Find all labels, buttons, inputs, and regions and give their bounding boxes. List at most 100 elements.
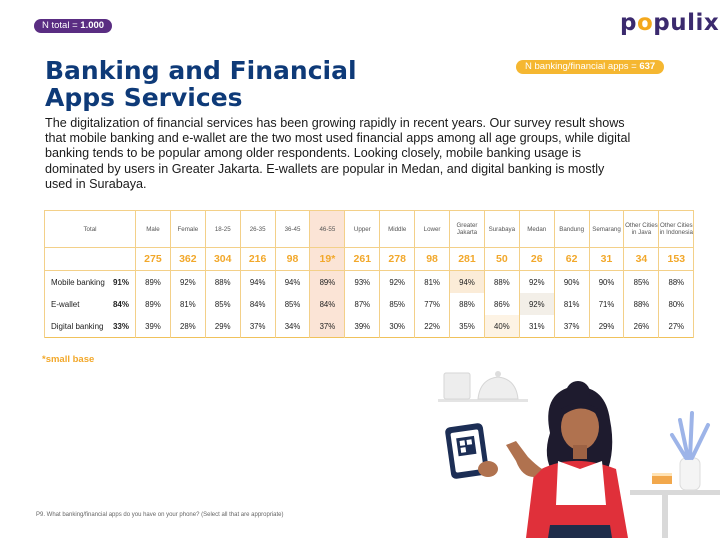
- value-cell: 29%: [588, 315, 625, 338]
- n-cell: 98: [274, 247, 311, 271]
- column-header: Medan: [518, 210, 555, 248]
- value-cell: 90%: [553, 270, 590, 293]
- cup-icon: [443, 372, 471, 400]
- value-cell: 27%: [658, 315, 695, 338]
- column-header: 26-35: [239, 210, 276, 248]
- column-header: Other Cities in Indonesia: [658, 210, 695, 248]
- column-header: 36-45: [274, 210, 311, 248]
- n-cell: 216: [239, 247, 276, 271]
- vase-icon: [679, 457, 701, 491]
- value-cell: 81%: [169, 293, 206, 315]
- value-cell: 22%: [414, 315, 451, 338]
- column-header: Other Cities in Java: [623, 210, 660, 248]
- n-cell: 50: [483, 247, 520, 271]
- n-cell: 275: [135, 247, 171, 271]
- n-cell: 281: [449, 247, 485, 271]
- value-cell: 94%: [239, 270, 276, 293]
- value-cell: 88%: [204, 270, 241, 293]
- value-cell: 30%: [379, 315, 416, 338]
- n-cell: 62: [553, 247, 590, 271]
- woman-with-phone-illustration: [438, 371, 720, 538]
- row-label: Digital banking 33%: [44, 315, 136, 338]
- table-row: Digital banking 33% 39% 28% 29% 37% 34% 3…: [44, 315, 695, 338]
- value-cell: 89%: [309, 270, 346, 293]
- column-header: Greater Jakarta: [449, 210, 485, 248]
- value-cell: 94%: [449, 270, 485, 293]
- value-cell: 37%: [553, 315, 590, 338]
- n-cell: 19*: [309, 247, 346, 271]
- value-cell: 28%: [169, 315, 206, 338]
- n-cell: 31: [588, 247, 625, 271]
- shelf: [438, 399, 528, 402]
- value-cell: 88%: [658, 270, 695, 293]
- table-row: E-wallet 84% 89% 81% 85% 84% 85% 84% 87% …: [44, 293, 695, 315]
- row-label: Mobile banking 91%: [44, 270, 136, 293]
- value-cell: 85%: [204, 293, 241, 315]
- value-cell: 88%: [449, 293, 485, 315]
- value-cell: 29%: [204, 315, 241, 338]
- n-cell: 153: [658, 247, 695, 271]
- value-cell: 37%: [309, 315, 346, 338]
- value-cell: 93%: [344, 270, 381, 293]
- value-cell: 26%: [623, 315, 660, 338]
- n-cell: 362: [169, 247, 206, 271]
- value-cell: 92%: [379, 270, 416, 293]
- n-cell: 98: [414, 247, 451, 271]
- n-cell: 304: [204, 247, 241, 271]
- value-cell: 80%: [658, 293, 695, 315]
- survey-question-footnote: P9. What banking/financial apps do you h…: [36, 512, 284, 518]
- value-cell: 89%: [135, 270, 171, 293]
- page-title: Banking and Financial Apps Services: [45, 56, 357, 112]
- value-cell: 92%: [518, 270, 555, 293]
- value-cell: 35%: [449, 315, 485, 338]
- intro-paragraph: The digitalization of financial services…: [45, 116, 631, 191]
- column-header: Total: [44, 210, 136, 248]
- value-cell: 92%: [518, 293, 555, 315]
- column-header: Upper: [344, 210, 381, 248]
- value-cell: 81%: [553, 293, 590, 315]
- value-cell: 87%: [344, 293, 381, 315]
- column-header: 18-25: [204, 210, 241, 248]
- value-cell: 39%: [135, 315, 171, 338]
- column-header: 46-55: [309, 210, 346, 248]
- value-cell: 86%: [483, 293, 520, 315]
- value-cell: 88%: [483, 270, 520, 293]
- value-cell: 88%: [623, 293, 660, 315]
- column-header: Female: [169, 210, 206, 248]
- value-cell: 84%: [239, 293, 276, 315]
- small-base-note: *small base: [42, 354, 95, 365]
- table-header-row: Total Male Female 18-25 26-35 36-45 46-5…: [44, 210, 695, 248]
- n-cell: 26: [518, 247, 555, 271]
- apps-sample-badge: N banking/financial apps = 637: [516, 60, 665, 74]
- side-table: [630, 490, 720, 495]
- value-cell: 94%: [274, 270, 311, 293]
- value-cell: 40%: [483, 315, 520, 338]
- value-cell: 84%: [309, 293, 346, 315]
- n-cell: 34: [623, 247, 660, 271]
- value-cell: 71%: [588, 293, 625, 315]
- value-cell: 77%: [414, 293, 451, 315]
- sample-size-row: 275 362 304 216 98 19* 261 278 98 281 50…: [44, 247, 695, 271]
- face: [561, 404, 599, 450]
- cake-icon: [652, 475, 672, 484]
- column-header: Male: [135, 210, 171, 248]
- populix-logo: populix: [620, 10, 720, 36]
- qr-code-icon: [456, 435, 477, 457]
- value-cell: 89%: [135, 293, 171, 315]
- value-cell: 92%: [169, 270, 206, 293]
- usage-table: Total Male Female 18-25 26-35 36-45 46-5…: [44, 210, 695, 338]
- table-row: Mobile banking 91% 89% 92% 88% 94% 94% 89…: [44, 270, 695, 293]
- value-cell: 39%: [344, 315, 381, 338]
- value-cell: 31%: [518, 315, 555, 338]
- value-cell: 90%: [588, 270, 625, 293]
- value-cell: 85%: [379, 293, 416, 315]
- sample-size-badge: N total = 1.000: [34, 19, 113, 33]
- row-label: E-wallet 84%: [44, 293, 136, 315]
- n-cell: 278: [379, 247, 416, 271]
- value-cell: 85%: [623, 270, 660, 293]
- n-cell: 261: [344, 247, 381, 271]
- column-header: Semarang: [588, 210, 625, 248]
- value-cell: 85%: [274, 293, 311, 315]
- plant-icon: [670, 411, 710, 460]
- column-header: Bandung: [553, 210, 590, 248]
